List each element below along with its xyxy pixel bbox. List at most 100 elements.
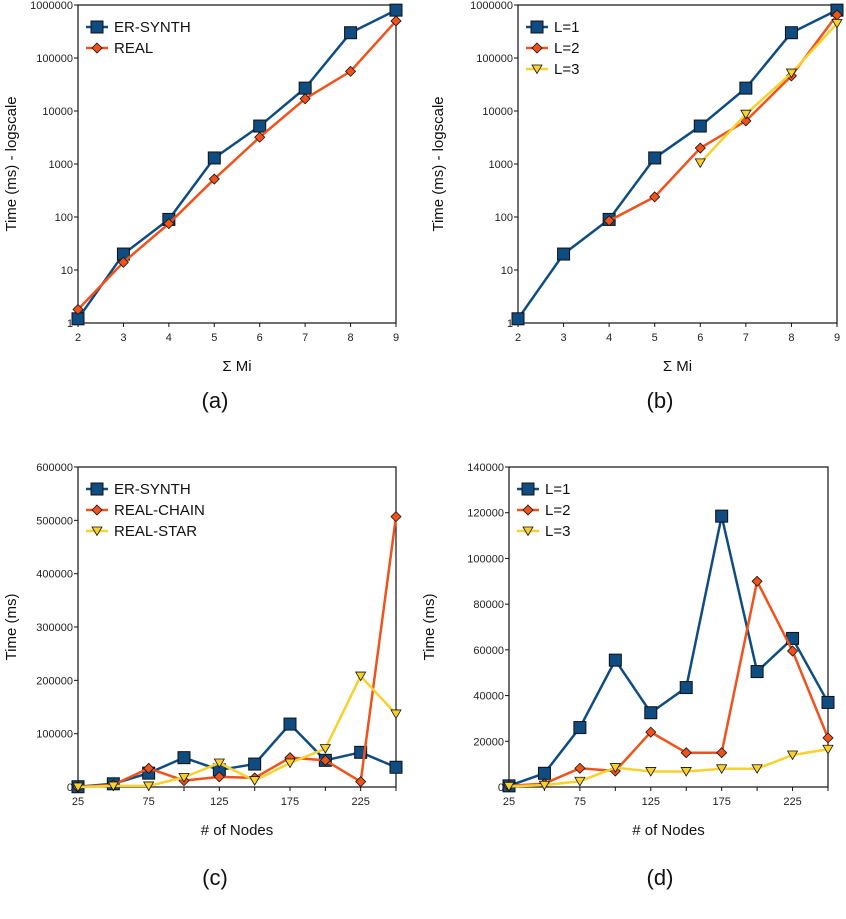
y-tick-label: 10000 — [42, 106, 73, 118]
x-tick-label: 4 — [166, 332, 172, 344]
series-line — [77, 674, 397, 789]
series-l-1 — [502, 509, 835, 793]
marker-diamond — [143, 762, 155, 774]
x-tick-label: 2 — [515, 332, 521, 344]
marker-triangle — [503, 781, 515, 792]
y-tick-label: 100000 — [467, 553, 504, 565]
marker-diamond — [694, 142, 706, 154]
marker-square — [715, 509, 729, 523]
legend-entry: L=2 — [526, 40, 579, 57]
y-tick-label: 1000000 — [470, 0, 513, 12]
marker-diamond — [213, 771, 225, 783]
marker-triangle — [531, 64, 543, 75]
x-tick-label: 3 — [561, 332, 567, 344]
x-tick-label: 125 — [642, 796, 660, 808]
x-tick-label: 225 — [351, 796, 369, 808]
y-tick-label: 100 — [55, 212, 73, 224]
y-tick-label: 1 — [67, 318, 73, 330]
marker-triangle — [390, 709, 402, 720]
marker-square — [644, 706, 658, 720]
marker-square — [298, 81, 312, 95]
series-line — [508, 514, 830, 788]
marker-triangle — [248, 776, 261, 786]
panel-caption: (b) — [647, 388, 674, 413]
plot-frame — [517, 4, 838, 324]
y-tick-label: 140000 — [467, 462, 504, 474]
x-tick-label: 6 — [257, 332, 263, 344]
panel-caption: (a) — [202, 388, 229, 413]
marker-diamond — [254, 131, 266, 143]
marker-diamond — [786, 645, 799, 657]
legend-entry: ER-SYNTH — [86, 481, 191, 498]
series-real-star — [72, 671, 402, 793]
y-axis-label: Time (ms) — [3, 594, 20, 661]
y-tick-label: 300000 — [36, 622, 73, 634]
marker-square — [648, 151, 662, 165]
x-axis-label: # of Nodes — [632, 822, 705, 839]
marker-square — [90, 20, 104, 34]
legend-entry: L=1 — [517, 481, 570, 498]
marker-square — [693, 119, 707, 133]
legend-entry: REAL-CHAIN — [86, 502, 205, 519]
x-tick-label: 9 — [834, 332, 840, 344]
y-tick-label: 10000 — [482, 106, 513, 118]
marker-diamond — [72, 303, 84, 316]
x-tick-label: 7 — [743, 332, 749, 344]
legend-entry: REAL-STAR — [86, 523, 197, 540]
y-tick-label: 10 — [501, 265, 513, 277]
marker-diamond — [603, 215, 615, 227]
marker-square — [750, 665, 764, 679]
legend-label: L=1 — [554, 19, 579, 36]
marker-diamond — [319, 754, 331, 766]
marker-triangle — [91, 526, 103, 537]
x-tick-label: 6 — [697, 332, 703, 344]
x-tick-label: 5 — [652, 332, 658, 344]
x-axis-label: Σ Mi — [222, 358, 251, 375]
y-axis-label: Time (ms) - logscale — [3, 96, 20, 231]
panel-caption: (d) — [647, 865, 674, 890]
marker-triangle — [319, 744, 332, 754]
legend-label: ER-SYNTH — [114, 19, 191, 36]
y-tick-label: 1000 — [489, 159, 513, 171]
series-er-synth — [71, 3, 403, 326]
marker-diamond — [680, 747, 692, 759]
marker-diamond — [91, 504, 103, 516]
x-tick-label: 175 — [281, 796, 299, 808]
y-tick-label: 0 — [498, 782, 504, 794]
x-tick-label: 25 — [72, 796, 84, 808]
series-line — [77, 722, 397, 788]
marker-square — [344, 26, 358, 40]
marker-diamond — [822, 732, 834, 744]
marker-triangle — [107, 781, 120, 792]
marker-diamond — [355, 776, 367, 788]
series-l-1 — [511, 3, 844, 326]
y-tick-label: 1000 — [49, 159, 73, 171]
marker-diamond — [117, 256, 129, 268]
marker-square — [608, 653, 622, 667]
legend-entry: L=3 — [526, 61, 579, 78]
marker-triangle — [72, 782, 84, 793]
y-tick-label: 100000 — [36, 53, 73, 65]
marker-square — [537, 766, 551, 780]
x-tick-label: 5 — [211, 332, 217, 344]
marker-triangle — [609, 763, 622, 773]
marker-triangle — [740, 109, 752, 120]
y-tick-label: 80000 — [473, 599, 504, 611]
marker-diamond — [645, 726, 657, 738]
legend-label: L=2 — [545, 502, 570, 519]
marker-diamond — [91, 42, 103, 54]
series-l-3 — [694, 18, 843, 169]
legend-label: ER-SYNTH — [114, 481, 191, 498]
marker-triangle — [785, 68, 798, 79]
marker-diamond — [299, 93, 311, 105]
x-axis-label: # of Nodes — [201, 822, 274, 839]
marker-triangle — [213, 758, 226, 769]
marker-triangle — [354, 671, 367, 682]
marker-diamond — [390, 511, 402, 523]
legend-label: L=1 — [545, 481, 570, 498]
x-tick-label: 4 — [606, 332, 612, 344]
series-real — [72, 15, 402, 316]
marker-square — [511, 312, 525, 326]
legend-label: REAL-CHAIN — [114, 502, 205, 519]
series-l-3 — [503, 744, 834, 792]
